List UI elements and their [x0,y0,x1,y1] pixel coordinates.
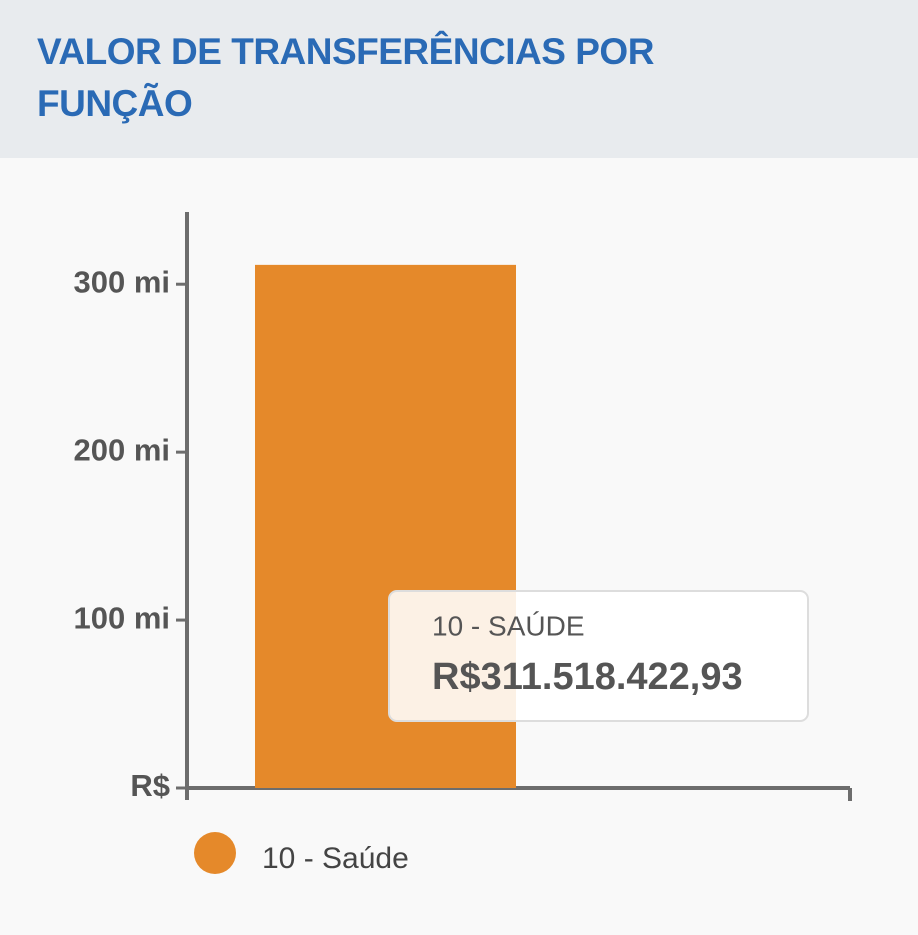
y-tick-label: 100 mi [73,600,170,635]
chart-title: VALOR DE TRANSFERÊNCIAS POR FUNÇÃO [37,31,654,124]
tooltip-value: R$311.518.422,93 [432,656,743,698]
chart: R$ 100 mi 200 mi 300 mi 10 - Saúde 10 - SAÚDE… [73,212,852,875]
y-tick-label: R$ [130,768,170,803]
y-tick-label: 200 mi [73,432,170,467]
legend-label: 10 - Saúde [262,842,409,875]
y-tick-label: 300 mi [73,264,170,299]
tooltip [388,590,809,722]
header: VALOR DE TRANSFERÊNCIAS POR FUNÇÃO [0,0,918,158]
legend-marker [194,832,236,874]
tooltip-title: 10 - SAÚDE [432,610,585,641]
